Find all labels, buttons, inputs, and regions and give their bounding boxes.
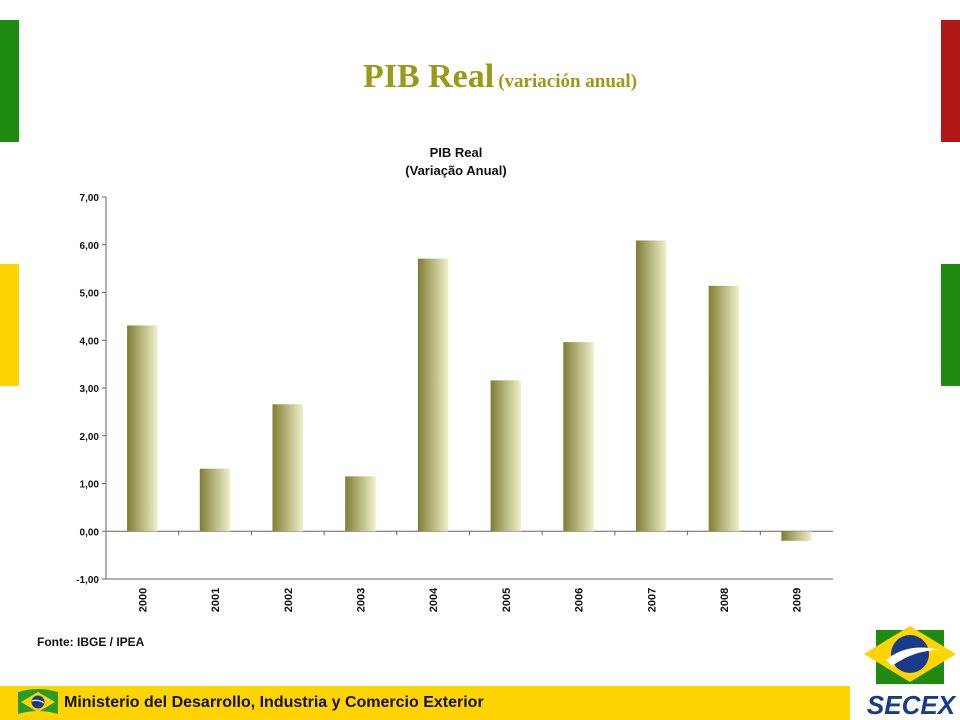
y-tick-label: 4,00 (80, 336, 100, 347)
brazil-flag-icon (18, 689, 58, 714)
bar-2005 (490, 380, 522, 532)
secex-logo-text: SECEX (867, 690, 957, 720)
bar-2003 (345, 476, 376, 532)
footer-bar (0, 686, 850, 720)
x-tick-label: 2002 (283, 588, 295, 612)
slide-title-main: PIB Real (362, 58, 495, 95)
x-tick-label: 2008 (719, 588, 731, 612)
bar-chart: PIB Real (Variação Anual) 7,00 6,00 5,00 4,… (37, 145, 833, 649)
bar-2009 (781, 531, 812, 541)
x-tick-label: 2009 (792, 588, 804, 612)
x-tick-label: 2001 (210, 588, 222, 612)
y-tick-label: -1,00 (76, 575, 99, 586)
x-tick-label: 2007 (646, 588, 658, 612)
y-tick-label: 3,00 (80, 384, 100, 395)
secex-logo: SECEX (864, 626, 957, 720)
y-tick-label: 6,00 (80, 241, 100, 252)
footer-text: Ministerio del Desarrollo, Industria y C… (64, 694, 484, 711)
chart-title: PIB Real (430, 145, 483, 160)
y-tick-label: 1,00 (80, 480, 100, 491)
x-tick-label: 2006 (574, 588, 586, 612)
bar-2000 (127, 325, 158, 532)
y-tick-label: 7,00 (80, 193, 100, 204)
right-red-bar (941, 20, 960, 142)
x-tick-label: 2005 (501, 588, 513, 612)
y-tick-label: 0,00 (80, 527, 100, 538)
bar-2007 (635, 240, 667, 532)
x-tick-label: 2000 (137, 588, 149, 612)
slide-title-sub: (variación anual) (498, 71, 638, 92)
bar-2002 (272, 404, 304, 532)
slide-title: PIB Real (variación anual) (0, 58, 960, 96)
tick-labels: 7,00 6,00 5,00 4,00 3,00 2,00 1,00 0,00 -1,00 200… (76, 193, 803, 612)
x-tick-label: 2004 (428, 587, 440, 612)
y-tick-label: 5,00 (80, 289, 100, 300)
left-yellow-bar (0, 264, 19, 386)
bar-2008 (708, 285, 740, 532)
chart-source: Fonte: IBGE / IPEA (37, 635, 145, 649)
y-tick-label: 2,00 (80, 432, 100, 443)
x-tick-label: 2003 (355, 588, 367, 612)
bars (127, 240, 812, 541)
bar-2001 (199, 468, 231, 532)
chart-subtitle: (Variação Anual) (405, 163, 506, 178)
left-green-bar (0, 20, 19, 142)
bar-2004 (417, 258, 449, 532)
right-green-bar (941, 264, 960, 386)
bar-2006 (563, 342, 594, 532)
